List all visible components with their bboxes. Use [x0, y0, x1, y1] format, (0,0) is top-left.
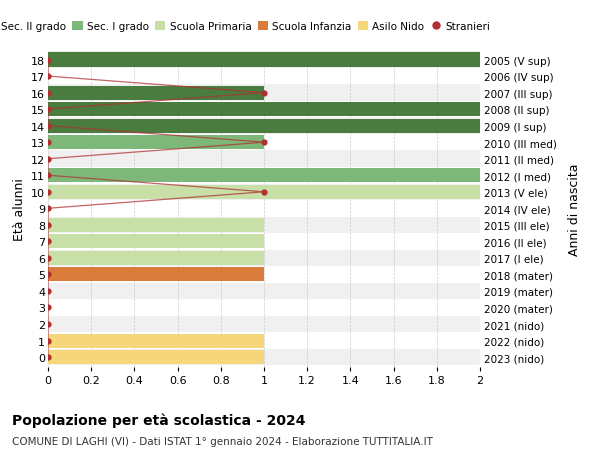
- Text: Popolazione per età scolastica - 2024: Popolazione per età scolastica - 2024: [12, 413, 305, 428]
- Bar: [48, 52, 480, 69]
- Bar: [48, 119, 480, 134]
- Bar: [48, 218, 264, 232]
- Bar: [48, 185, 480, 199]
- Bar: [48, 85, 480, 101]
- Bar: [48, 316, 480, 333]
- Bar: [48, 151, 480, 168]
- Bar: [48, 267, 480, 283]
- Bar: [48, 103, 480, 117]
- Bar: [48, 250, 480, 267]
- Bar: [48, 350, 264, 364]
- Bar: [48, 53, 480, 67]
- Bar: [48, 252, 264, 265]
- Bar: [48, 235, 264, 249]
- Bar: [48, 169, 480, 183]
- Bar: [48, 333, 480, 349]
- Legend: Sec. II grado, Sec. I grado, Scuola Primaria, Scuola Infanzia, Asilo Nido, Stran: Sec. II grado, Sec. I grado, Scuola Prim…: [0, 18, 494, 36]
- Bar: [48, 136, 264, 150]
- Y-axis label: Età alunni: Età alunni: [13, 178, 26, 240]
- Bar: [48, 86, 264, 101]
- Bar: [48, 217, 480, 234]
- Bar: [48, 134, 480, 151]
- Bar: [48, 234, 480, 250]
- Bar: [48, 101, 480, 118]
- Bar: [48, 118, 480, 134]
- Bar: [48, 184, 480, 201]
- Bar: [48, 268, 264, 282]
- Bar: [48, 168, 480, 184]
- Y-axis label: Anni di nascita: Anni di nascita: [568, 162, 581, 255]
- Bar: [48, 300, 480, 316]
- Bar: [48, 283, 480, 300]
- Bar: [48, 334, 264, 348]
- Bar: [48, 349, 480, 365]
- Text: COMUNE DI LAGHI (VI) - Dati ISTAT 1° gennaio 2024 - Elaborazione TUTTITALIA.IT: COMUNE DI LAGHI (VI) - Dati ISTAT 1° gen…: [12, 436, 433, 446]
- Bar: [48, 201, 480, 217]
- Bar: [48, 69, 480, 85]
